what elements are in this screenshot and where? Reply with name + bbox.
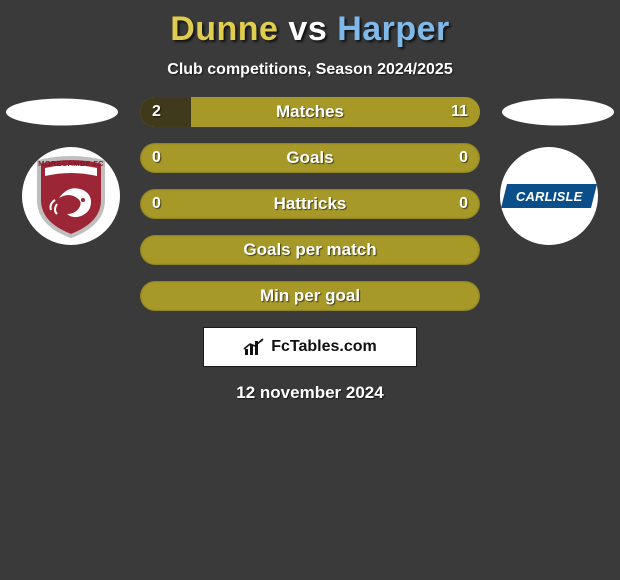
bar-chart-icon bbox=[243, 337, 265, 357]
club-crest-right: CARLISLE bbox=[500, 147, 598, 245]
morecambe-shield-icon: MORECAMBE FC bbox=[35, 154, 107, 238]
carlisle-badge-label: CARLISLE bbox=[516, 189, 583, 204]
stat-bar-right-value: 0 bbox=[459, 189, 468, 219]
comparison-stage: MORECAMBE FC CARLISLE Matches211Goals00H… bbox=[0, 97, 620, 311]
stat-bars: Matches211Goals00Hattricks00Goals per ma… bbox=[140, 97, 480, 311]
stat-bar-right-segment bbox=[191, 97, 480, 127]
stat-bar-row: Matches211 bbox=[140, 97, 480, 127]
carlisle-badge-icon: CARLISLE bbox=[500, 147, 598, 245]
snapshot-date: 12 november 2024 bbox=[0, 367, 620, 403]
stat-bar-row: Goals0 0 bbox=[140, 143, 480, 173]
stat-bar-label: Hattricks bbox=[140, 189, 480, 219]
title-right-name: Harper bbox=[337, 10, 450, 48]
stat-bar-label: Goals per match bbox=[140, 235, 480, 265]
subtitle: Club competitions, Season 2024/2025 bbox=[0, 49, 620, 97]
morecambe-shield-label: MORECAMBE FC bbox=[35, 159, 107, 168]
page-title: Dunne vs Harper bbox=[0, 0, 620, 49]
stat-bar-label: Min per goal bbox=[140, 281, 480, 311]
stat-bar-row: Hattricks0 0 bbox=[140, 189, 480, 219]
player-avatar-left-placeholder bbox=[6, 99, 118, 126]
stat-bar-right-value: 0 bbox=[459, 143, 468, 173]
stat-bar-left-value: 0 bbox=[152, 143, 161, 173]
player-avatar-right-placeholder bbox=[502, 99, 614, 126]
attribution-badge: FcTables.com bbox=[203, 327, 417, 367]
title-left-name: Dunne bbox=[170, 10, 278, 48]
club-crest-left: MORECAMBE FC bbox=[22, 147, 120, 245]
stat-bar-left-segment bbox=[140, 97, 191, 127]
stat-bar-label: Goals bbox=[140, 143, 480, 173]
stat-bar-left-value: 0 bbox=[152, 189, 161, 219]
attribution-text: FcTables.com bbox=[271, 338, 377, 356]
title-vs: vs bbox=[278, 10, 337, 48]
stat-bar-row: Goals per match bbox=[140, 235, 480, 265]
stat-bar-row: Min per goal bbox=[140, 281, 480, 311]
